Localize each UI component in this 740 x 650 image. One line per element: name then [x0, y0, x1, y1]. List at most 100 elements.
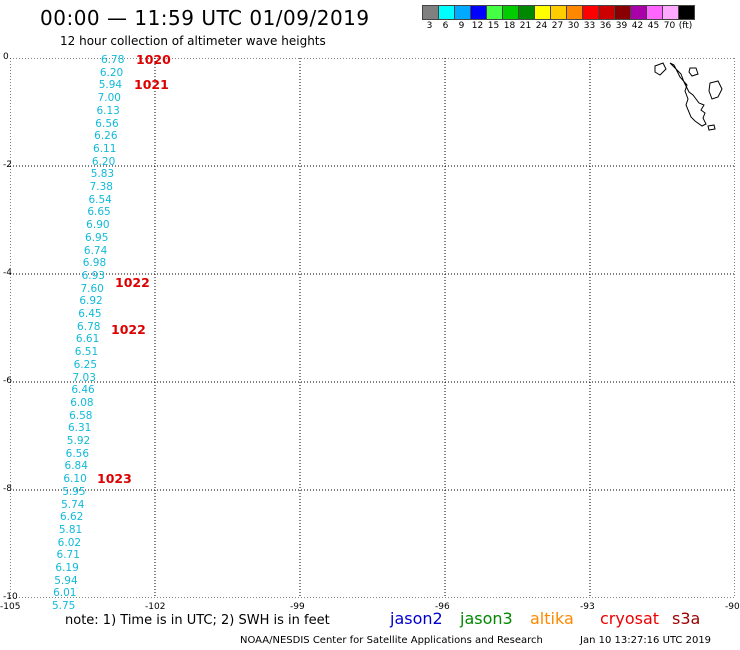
island-shape: [669, 62, 707, 127]
scale-label: 36: [599, 21, 612, 31]
scale-swatch: [550, 5, 567, 20]
wave-height-value: 5.74: [61, 498, 85, 511]
wave-height-value: 6.02: [57, 536, 82, 549]
x-axis-tick: -102: [145, 602, 166, 612]
wave-height-value: 6.65: [87, 206, 111, 219]
scale-label: 21: [519, 21, 532, 31]
wave-height-value: 6.90: [86, 219, 110, 232]
x-axis-tick: -99: [290, 602, 305, 612]
satellite-legend-item: s3a: [672, 609, 701, 628]
wave-height-value: 6.84: [64, 460, 88, 473]
pass-time-label: 1022: [115, 275, 150, 290]
wave-height-value: 5.83: [90, 168, 115, 181]
y-axis-tick: -6: [3, 376, 12, 386]
scale-swatch: [630, 5, 647, 20]
scale-swatch: [614, 5, 631, 20]
x-axis-tick: -93: [580, 602, 595, 612]
pass-time-label: 1021: [134, 77, 169, 92]
y-axis-tick: -2: [3, 160, 12, 170]
wave-height-value: 6.01: [53, 587, 77, 600]
wave-height-value: 6.11: [93, 142, 117, 155]
scale-swatch: [470, 5, 487, 20]
scale-label: 42: [631, 21, 644, 31]
scale-swatch: [646, 5, 663, 20]
island-shape: [688, 67, 699, 77]
wave-height-value: 6.26: [94, 130, 118, 143]
satellite-legend-item: jason3: [460, 609, 513, 628]
wave-height-map: [10, 58, 735, 598]
y-axis-tick: 0: [3, 52, 9, 62]
wave-height-value: 6.54: [88, 193, 112, 206]
wave-height-value: 7.60: [80, 282, 104, 295]
page-title: 00:00 — 11:59 UTC 01/09/2019: [40, 6, 370, 30]
map-grid: [10, 58, 735, 598]
y-axis-tick: -4: [3, 268, 12, 278]
galapagos-islands: [654, 62, 723, 131]
wave-height-value: 6.25: [73, 358, 98, 371]
scale-label: 24: [535, 21, 548, 31]
scale-label: 18: [503, 21, 516, 31]
wave-height-value: 5.94: [54, 574, 78, 587]
wave-height-value: 5.94: [98, 79, 123, 92]
wave-height-value: 5.95: [62, 485, 86, 498]
satellite-legend-item: altika: [530, 609, 574, 628]
scale-label: 3: [426, 21, 433, 31]
wave-height-value: 6.93: [81, 269, 105, 282]
scale-label: 30: [567, 21, 580, 31]
wave-height-value: 5.81: [58, 523, 83, 536]
wave-height-value: 6.10: [63, 473, 87, 486]
scale-label: 39: [615, 21, 628, 31]
satellite-legend-item: jason2: [390, 609, 443, 628]
wave-height-value: 6.19: [55, 562, 79, 574]
scale-label: 6: [442, 21, 449, 31]
wave-height-value: 6.95: [85, 231, 109, 244]
generated-timestamp: Jan 10 13:27:16 UTC 2019: [580, 635, 712, 646]
x-axis-tick: -105: [0, 602, 21, 612]
wave-height-value: 6.58: [69, 409, 93, 422]
wave-height-value: 6.13: [96, 104, 120, 117]
scale-label: 45: [647, 21, 660, 31]
scale-label: (ft): [678, 21, 693, 31]
wave-height-value: 6.31: [67, 422, 92, 435]
pass-time-label: 1020: [136, 52, 171, 67]
wave-height-value: 5.75: [51, 600, 76, 613]
wave-height-value: 7.03: [72, 371, 96, 384]
scale-label: 9: [458, 21, 465, 31]
wave-height-value: 6.74: [83, 244, 108, 257]
y-axis-tick: -8: [3, 484, 12, 494]
wave-height-value: 6.20: [99, 66, 124, 79]
satellite-legend-item: cryosat: [600, 609, 660, 628]
scale-label: 15: [487, 21, 500, 31]
scale-swatch: [582, 5, 599, 20]
credit-line: NOAA/NESDIS Center for Satellite Applica…: [240, 635, 543, 646]
scale-swatch: [566, 5, 583, 20]
island-shape: [707, 124, 716, 131]
pass-time-label: 1022: [111, 322, 146, 337]
wave-height-value: 5.92: [66, 435, 91, 447]
scale-swatch: [502, 5, 519, 20]
scale-swatch: [454, 5, 471, 20]
scale-label: 27: [551, 21, 564, 31]
scale-label: 33: [583, 21, 596, 31]
scale-swatch: [486, 5, 503, 20]
scale-swatch: [678, 5, 695, 20]
wave-height-value: 6.20: [91, 155, 116, 168]
wave-height-value: 6.78: [101, 54, 125, 66]
wave-height-value: 6.51: [74, 346, 99, 359]
scale-swatch: [438, 5, 455, 20]
wave-height-value: 7.00: [97, 92, 121, 105]
footer-note: note: 1) Time is in UTC; 2) SWH is in fe…: [65, 613, 330, 628]
x-axis-tick: -90: [725, 602, 740, 612]
wave-height-value: 6.78: [77, 320, 101, 333]
scale-swatch: [518, 5, 535, 20]
scale-swatch: [662, 5, 679, 20]
x-axis-tick: -96: [435, 602, 450, 612]
scale-swatch: [422, 5, 439, 20]
scale-label: 12: [471, 21, 484, 31]
color-scale: [422, 5, 695, 20]
wave-height-value: 6.62: [59, 511, 84, 524]
scale-swatch: [534, 5, 551, 20]
wave-height-value: 6.08: [70, 396, 94, 409]
wave-height-value: 6.92: [79, 295, 103, 308]
y-axis-tick: -10: [3, 592, 18, 602]
